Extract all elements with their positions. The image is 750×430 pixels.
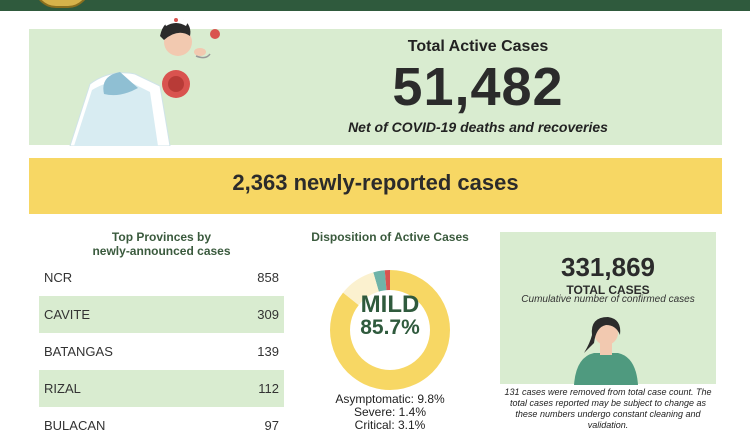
donut-slice-asymptomatic: [343, 272, 379, 306]
new-cases-text: 2,363 newly-reported cases: [232, 170, 519, 195]
table-row: BATANGAS 139: [39, 333, 284, 370]
donut-slice-severe: [384, 270, 390, 291]
province-name: NCR: [44, 270, 73, 285]
total-cases-note: 131 cases were removed from total case c…: [504, 387, 712, 430]
coughing-woman-icon: [69, 18, 220, 146]
total-cases-subtitle: Cumulative number of confirmed cases: [521, 294, 695, 305]
new-cases-banner: 2,363 newly-reported cases: [29, 158, 722, 214]
total-cases-number: 331,869: [561, 252, 655, 282]
donut-slice-critical: [373, 270, 387, 292]
active-cases-title: Total Active Cases: [407, 38, 549, 55]
disposition-item: Critical: 3.1%: [354, 418, 426, 430]
top-bar: [0, 0, 750, 11]
table-row: CAVITE 309: [39, 296, 284, 333]
table-row: RIZAL 112: [39, 370, 284, 407]
province-name: RIZAL: [44, 381, 81, 396]
province-name: BULACAN: [44, 418, 106, 430]
provinces-title-line2: newly-announced cases: [92, 244, 231, 258]
province-value: 139: [257, 344, 279, 359]
table-row: NCR 858: [39, 259, 284, 296]
province-value: 97: [264, 418, 279, 430]
active-cases-number: 51,482: [392, 57, 564, 117]
disposition-item: Asymptomatic: 9.8%: [335, 392, 445, 406]
table-row: BULACAN 97: [39, 407, 284, 430]
province-name: BATANGAS: [44, 344, 113, 359]
province-value: 112: [258, 381, 279, 396]
disposition-donut-chart: [330, 270, 450, 390]
provinces-title: Top Provinces by newly-announced cases: [39, 230, 284, 258]
provinces-table: NCR 858 CAVITE 309 BATANGAS 139 RIZAL 11…: [39, 259, 284, 430]
disposition-item: Severe: 1.4%: [353, 405, 427, 419]
donut-slice-mild: [330, 270, 450, 390]
total-cases-label: TOTAL CASES: [566, 283, 650, 297]
woman-portrait-icon: [574, 317, 638, 385]
active-cases-subtitle: Net of COVID-19 deaths and recoveries: [348, 119, 608, 135]
donut-main-label: MILD: [360, 291, 420, 318]
disposition-title: Disposition of Active Cases: [311, 230, 469, 244]
provinces-title-line1: Top Provinces by: [111, 230, 212, 244]
province-name: CAVITE: [44, 307, 90, 322]
donut-main-value: 85.7%: [360, 316, 420, 339]
disposition-list: Asymptomatic: 9.8% Severe: 1.4% Critical…: [290, 393, 490, 430]
province-value: 309: [257, 307, 279, 322]
province-value: 858: [257, 270, 279, 285]
